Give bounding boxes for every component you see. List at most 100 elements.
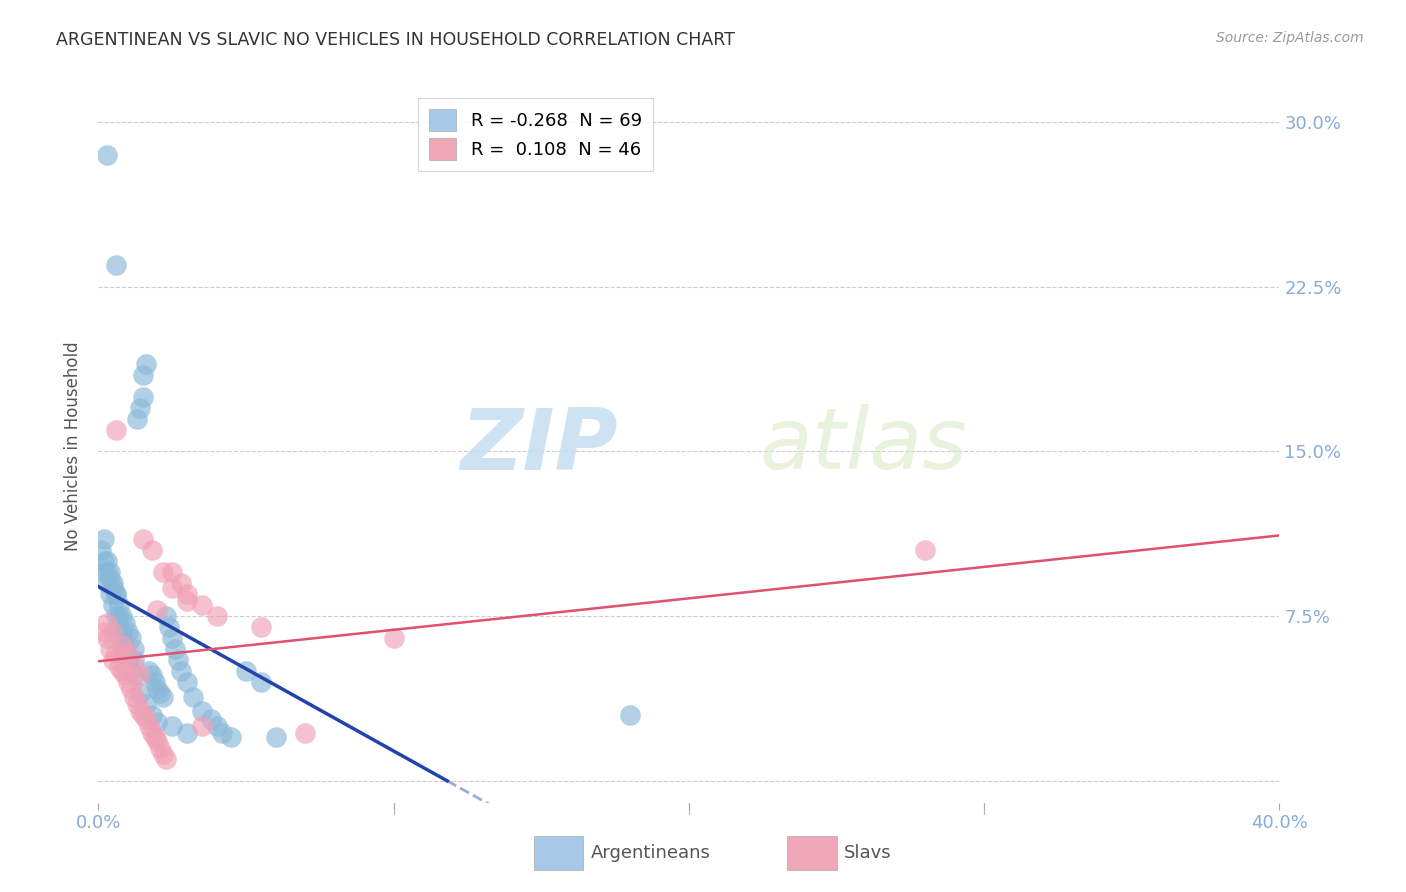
Point	[128, 686, 150, 700]
Point	[103, 653, 125, 667]
Point	[111, 638, 134, 652]
Point	[114, 642, 136, 657]
Point	[141, 708, 163, 723]
Point	[205, 719, 228, 733]
Point	[117, 653, 139, 667]
Point	[141, 725, 163, 739]
Point	[135, 357, 157, 371]
Point	[114, 653, 136, 667]
Point	[117, 675, 139, 690]
Point	[120, 631, 142, 645]
Point	[181, 690, 204, 705]
Point	[176, 587, 198, 601]
Point	[135, 712, 157, 726]
Point	[120, 681, 142, 696]
Point	[250, 675, 273, 690]
Point	[128, 401, 150, 415]
Point	[114, 642, 136, 657]
Point	[191, 598, 214, 612]
Point	[122, 659, 145, 673]
Point	[132, 390, 155, 404]
Point	[98, 587, 121, 601]
Point	[93, 533, 115, 547]
Point	[162, 581, 183, 595]
Point	[152, 747, 174, 762]
Point	[105, 609, 128, 624]
Point	[146, 734, 169, 748]
Point	[96, 148, 118, 162]
Point	[152, 690, 174, 705]
Point	[200, 712, 222, 726]
Point	[120, 664, 142, 678]
Point	[117, 624, 139, 639]
Point	[155, 609, 177, 624]
Text: 40.0%: 40.0%	[1251, 814, 1308, 831]
Point	[176, 594, 198, 608]
Point	[103, 581, 125, 595]
Point	[93, 624, 115, 639]
Point	[96, 576, 118, 591]
Point	[108, 609, 131, 624]
Point	[122, 642, 145, 657]
Point	[170, 576, 193, 591]
Point	[162, 566, 183, 580]
Legend: R = -0.268  N = 69, R =  0.108  N = 46: R = -0.268 N = 69, R = 0.108 N = 46	[418, 98, 652, 171]
Point	[108, 598, 131, 612]
Point	[138, 664, 160, 678]
Point	[90, 543, 112, 558]
Point	[264, 730, 287, 744]
Point	[122, 690, 145, 705]
Text: ZIP: ZIP	[460, 404, 619, 488]
Point	[108, 659, 131, 673]
Point	[93, 566, 115, 580]
Point	[135, 697, 157, 711]
Point	[143, 675, 166, 690]
Point	[155, 752, 177, 766]
Point	[294, 725, 316, 739]
Point	[105, 647, 128, 661]
Point	[146, 681, 169, 696]
Point	[128, 668, 150, 682]
Point	[103, 598, 125, 612]
Point	[146, 714, 169, 729]
Point	[132, 533, 155, 547]
Point	[219, 730, 242, 744]
Point	[96, 566, 118, 580]
Point	[141, 668, 163, 682]
Text: ARGENTINEAN VS SLAVIC NO VEHICLES IN HOUSEHOLD CORRELATION CHART: ARGENTINEAN VS SLAVIC NO VEHICLES IN HOU…	[56, 31, 735, 49]
Point	[105, 587, 128, 601]
Point	[117, 647, 139, 661]
Point	[619, 708, 641, 723]
Point	[176, 725, 198, 739]
Text: Argentineans: Argentineans	[591, 844, 710, 862]
Point	[146, 602, 169, 616]
Point	[141, 543, 163, 558]
Point	[96, 631, 118, 645]
Point	[105, 587, 128, 601]
Point	[152, 566, 174, 580]
Point	[111, 664, 134, 678]
Point	[191, 704, 214, 718]
Point	[162, 631, 183, 645]
Point	[98, 572, 121, 586]
Point	[211, 725, 233, 739]
Point	[191, 719, 214, 733]
Point	[122, 653, 145, 667]
Point	[103, 624, 125, 639]
Point	[105, 258, 128, 272]
Point	[122, 668, 145, 682]
Point	[132, 708, 155, 723]
Point	[111, 624, 134, 639]
Text: Slavs: Slavs	[844, 844, 891, 862]
Point	[914, 543, 936, 558]
Point	[165, 642, 187, 657]
Point	[167, 653, 190, 667]
Point	[170, 664, 193, 678]
Point	[98, 566, 121, 580]
Point	[111, 631, 134, 645]
Point	[157, 620, 180, 634]
Point	[382, 631, 405, 645]
Point	[149, 686, 172, 700]
Point	[235, 664, 257, 678]
Text: atlas: atlas	[759, 404, 967, 488]
